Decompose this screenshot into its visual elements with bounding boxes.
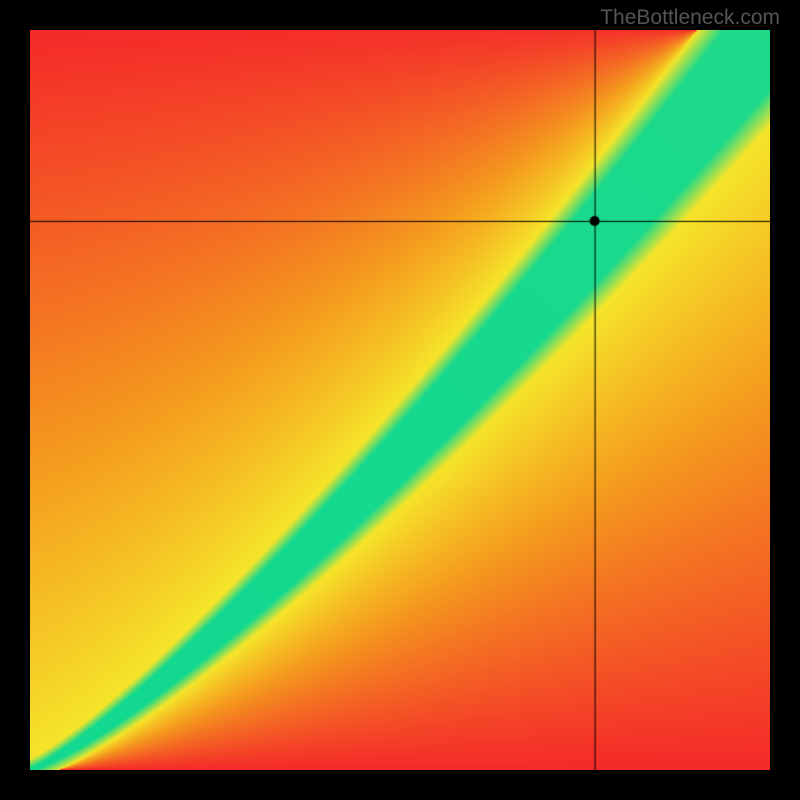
heatmap-canvas [30,30,770,770]
heatmap-chart [30,30,770,770]
watermark-text: TheBottleneck.com [600,6,780,30]
chart-container: TheBottleneck.com [0,0,800,800]
